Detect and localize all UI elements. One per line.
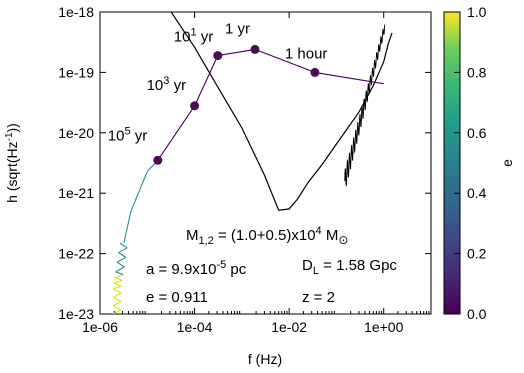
colorbar-tick-label: 0.0	[467, 306, 487, 322]
signal-track	[112, 48, 384, 314]
track-segment	[314, 71, 384, 85]
distance-annotation: DL = 1.58 Gpc	[302, 257, 397, 277]
colorbar-label: e	[499, 159, 515, 167]
colorbar-axis: 0.0 0.2 0.4 0.6 0.8 1.0	[454, 4, 487, 322]
track-segment-low	[116, 261, 125, 268]
epoch-marker-label: 103 yr	[147, 75, 186, 94]
y-tick-label: 1e-21	[58, 185, 94, 201]
track-segment	[157, 105, 196, 161]
annotation-block: M1,2 = (1.0+0.5)x104 M⊙ a = 9.9x10-5 pc …	[146, 225, 397, 306]
mass-annotation: M1,2 = (1.0+0.5)x104 M⊙	[186, 225, 348, 247]
epoch-marker	[190, 101, 200, 111]
epoch-marker	[153, 155, 163, 165]
track-segment-low	[112, 288, 122, 294]
track-segment-low	[123, 237, 126, 244]
x-tick-label: 1e-02	[271, 319, 307, 335]
track-segment-low	[112, 305, 122, 311]
y-tick-label: 1e-22	[58, 246, 94, 262]
track-segment-low	[118, 252, 127, 258]
epoch-marker-label: 101 yr	[174, 27, 213, 46]
sensitivity-curve	[170, 12, 393, 212]
track-segment-low	[119, 242, 128, 249]
y-tick-label: 1e-18	[58, 4, 94, 20]
x-axis: 1e-06 1e-04 1e-02 1e+00	[82, 12, 430, 335]
track-segment-low	[138, 184, 143, 192]
plot-frame	[99, 11, 432, 315]
y-axis-label: h (sqrt(Hz-1))	[4, 123, 20, 203]
y-axis: 1e-23 1e-22 1e-21 1e-20 1e-19 1e-18	[58, 4, 431, 322]
y-tick-label: 1e-23	[58, 306, 94, 322]
epoch-marker	[310, 67, 320, 77]
track-segment-low	[113, 282, 122, 287]
eccentricity-annotation: e = 0.911	[146, 289, 208, 306]
x-tick-label: 1e+00	[364, 319, 404, 335]
track-segment-low	[124, 232, 127, 238]
track-segment-low	[130, 204, 135, 212]
track-segment-low	[144, 171, 148, 179]
track-segment-low	[133, 197, 137, 205]
track-segment-low	[116, 256, 127, 263]
track-segment-low	[126, 221, 130, 228]
colorbar-tick-label: 1.0	[467, 4, 487, 20]
epoch-marker-label: 1 yr	[225, 20, 250, 37]
y-tick-label: 1e-19	[58, 64, 94, 80]
colorbar-tick-label: 0.8	[467, 64, 487, 80]
y-tick-label: 1e-20	[58, 125, 94, 141]
track-segment-low	[135, 191, 140, 199]
colorbar	[443, 11, 461, 315]
track-segment-low	[112, 292, 122, 298]
colorbar-tick-label: 0.2	[467, 246, 487, 262]
x-tick-label: 1e-04	[177, 319, 213, 335]
epoch-marker-labels: 105 yr 103 yr 101 yr 1 yr 1 hour	[108, 20, 328, 144]
track-segment-low	[141, 177, 146, 185]
track-segment	[217, 48, 256, 57]
redshift-annotation: z = 2	[302, 289, 335, 306]
track-segment	[254, 48, 316, 73]
track-segment-low	[112, 296, 122, 302]
track-segment-low	[112, 301, 122, 307]
epoch-marker-label: 1 hour	[285, 45, 328, 62]
track-segment-low	[129, 211, 132, 217]
track-segment-low	[125, 227, 128, 233]
track-segment-low	[112, 285, 122, 290]
colorbar-tick-label: 0.4	[467, 185, 487, 201]
track-segment-low	[115, 266, 125, 273]
track-segment-low	[114, 274, 124, 279]
track-segment	[194, 55, 219, 107]
epoch-marker	[250, 44, 260, 54]
track-segment-low	[114, 276, 123, 281]
track-segment-low	[113, 279, 123, 284]
epoch-markers	[153, 44, 320, 165]
track-segment-low	[112, 309, 122, 314]
high-frequency-chirp	[344, 24, 386, 187]
colorbar-tick-label: 0.6	[467, 125, 487, 141]
track-segment-low	[128, 216, 131, 223]
epoch-marker-label: 105 yr	[108, 125, 147, 144]
x-axis-label: f (Hz)	[248, 351, 282, 367]
separation-annotation: a = 9.9x10-5 pc	[146, 259, 247, 278]
track-segment-low	[115, 271, 124, 276]
x-tick-label: 1e-06	[82, 319, 118, 335]
epoch-marker	[213, 51, 223, 61]
track-segment-low	[118, 247, 128, 254]
